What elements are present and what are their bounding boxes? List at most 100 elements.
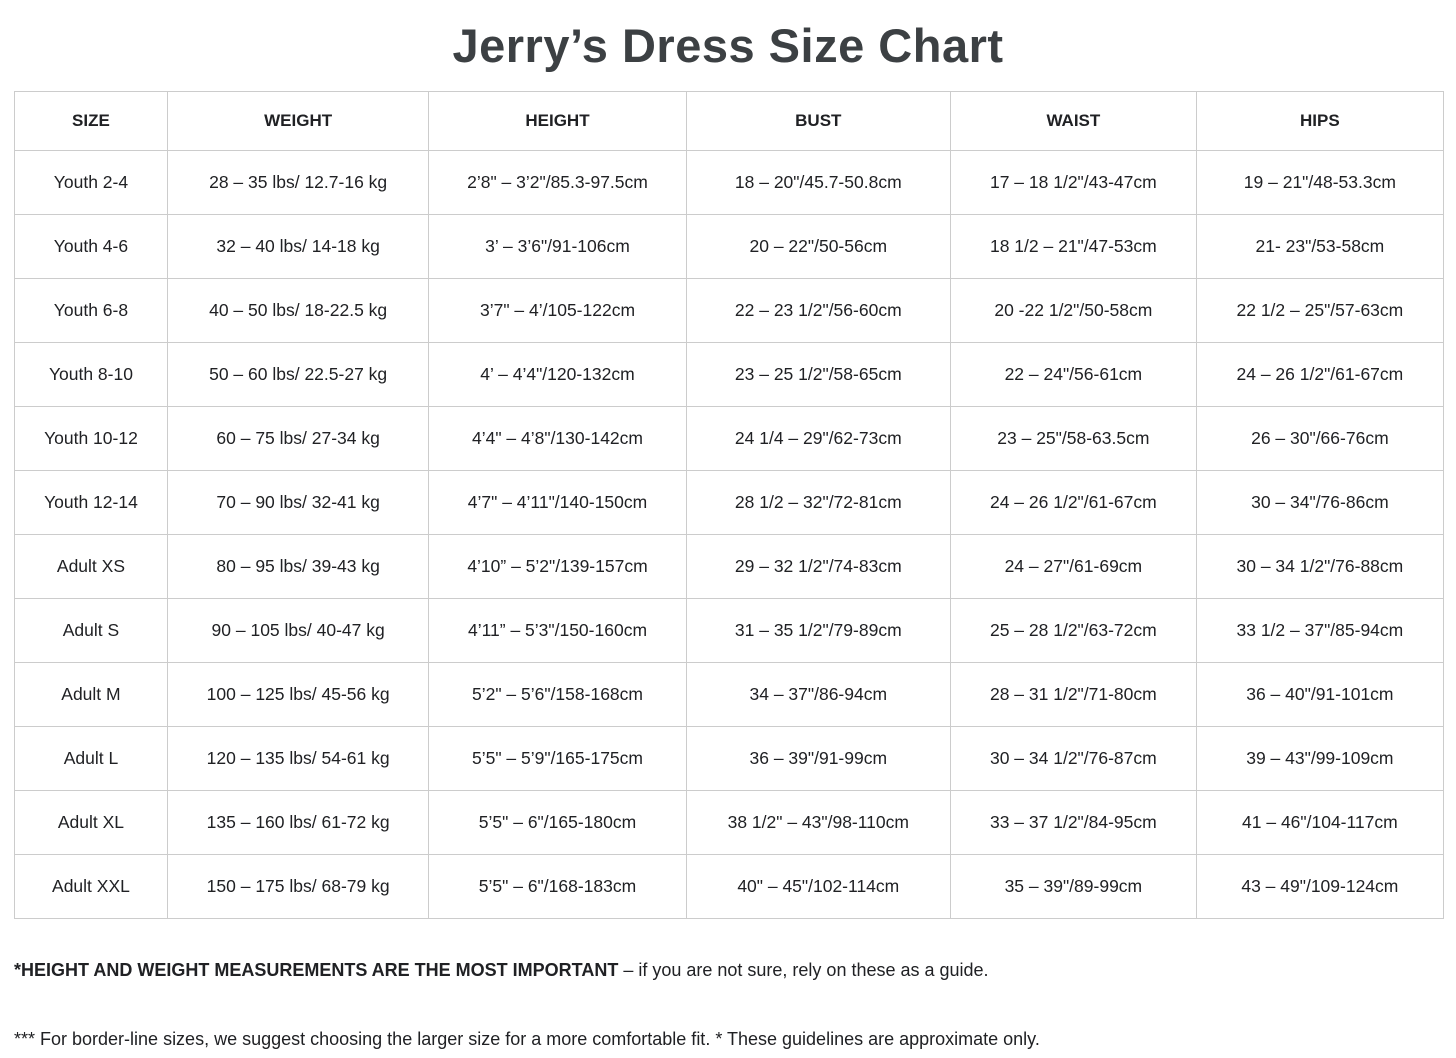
measurement-cell: 29 – 32 1/2"/74-83cm	[685, 534, 951, 599]
table-row: Adult XS 80 – 95 lbs/ 39-43 kg 4’10” – 5’2…	[14, 534, 1445, 599]
table-row: Youth 8-10 50 – 60 lbs/ 22.5-27 kg 4’ – 4’…	[14, 342, 1445, 407]
measurement-cell: 23 – 25"/58-63.5cm	[949, 406, 1197, 471]
table-row: Adult XL 135 – 160 lbs/ 61-72 kg 5’5" – 6"…	[14, 790, 1445, 855]
measurement-cell: 23 – 25 1/2"/58-65cm	[685, 342, 951, 407]
column-header: WEIGHT	[166, 91, 430, 151]
note-height-weight-rest: – if you are not sure, rely on these as …	[618, 960, 989, 980]
measurement-cell: 60 – 75 lbs/ 27-34 kg	[166, 406, 430, 471]
column-header: SIZE	[14, 91, 168, 151]
measurement-cell: 19 – 21"/48-53.3cm	[1195, 150, 1445, 215]
measurement-cell: 36 – 40"/91-101cm	[1195, 662, 1445, 727]
measurement-cell: 31 – 35 1/2"/79-89cm	[685, 598, 951, 663]
measurement-cell: 21- 23"/53-58cm	[1195, 214, 1445, 279]
measurement-cell: 18 1/2 – 21"/47-53cm	[949, 214, 1197, 279]
measurement-cell: 135 – 160 lbs/ 61-72 kg	[166, 790, 430, 855]
measurement-cell: 4’10” – 5’2"/139-157cm	[428, 534, 687, 599]
table-row: Adult M 100 – 125 lbs/ 45-56 kg 5’2" – 5’6…	[14, 662, 1445, 727]
measurement-cell: 150 – 175 lbs/ 68-79 kg	[166, 854, 430, 919]
size-cell: Adult L	[14, 726, 168, 791]
table-row: Adult L 120 – 135 lbs/ 54-61 kg 5’5" – 5’9…	[14, 726, 1445, 791]
measurement-cell: 32 – 40 lbs/ 14-18 kg	[166, 214, 430, 279]
column-header: WAIST	[949, 91, 1197, 151]
size-cell: Youth 6-8	[14, 278, 168, 343]
measurement-cell: 3’7" – 4’/105-122cm	[428, 278, 687, 343]
measurement-cell: 39 – 43"/99-109cm	[1195, 726, 1445, 791]
measurement-cell: 2’8" – 3’2"/85.3-97.5cm	[428, 150, 687, 215]
size-cell: Adult XS	[14, 534, 168, 599]
table-row: Youth 6-8 40 – 50 lbs/ 18-22.5 kg 3’7" – 4…	[14, 278, 1445, 343]
table-row: Adult S 90 – 105 lbs/ 40-47 kg 4’11” – 5’3…	[14, 598, 1445, 663]
table-body: Youth 2-4 28 – 35 lbs/ 12.7-16 kg 2’8" – 3…	[14, 150, 1445, 919]
measurement-cell: 24 – 27"/61-69cm	[949, 534, 1197, 599]
measurement-cell: 20 – 22"/50-56cm	[685, 214, 951, 279]
note-height-weight-emphasis: *HEIGHT AND WEIGHT MEASUREMENTS ARE THE …	[14, 960, 619, 980]
table-row: Youth 2-4 28 – 35 lbs/ 12.7-16 kg 2’8" – 3…	[14, 150, 1445, 215]
size-cell: Youth 10-12	[14, 406, 168, 471]
size-cell: Youth 4-6	[14, 214, 168, 279]
size-cell: Youth 8-10	[14, 342, 168, 407]
measurement-cell: 34 – 37"/86-94cm	[685, 662, 951, 727]
header-row: SIZE WEIGHT HEIGHT BUST WAIST HIPS	[14, 91, 1445, 151]
measurement-cell: 90 – 105 lbs/ 40-47 kg	[166, 598, 430, 663]
measurement-cell: 28 1/2 – 32"/72-81cm	[685, 470, 951, 535]
measurement-cell: 30 – 34 1/2"/76-88cm	[1195, 534, 1445, 599]
measurement-cell: 80 – 95 lbs/ 39-43 kg	[166, 534, 430, 599]
table-row: Adult XXL 150 – 175 lbs/ 68-79 kg 5’5" – 6…	[14, 854, 1445, 919]
measurement-cell: 17 – 18 1/2"/43-47cm	[949, 150, 1197, 215]
table-row: Youth 4-6 32 – 40 lbs/ 14-18 kg 3’ – 3’6"/…	[14, 214, 1445, 279]
measurement-cell: 5’2" – 5’6"/158-168cm	[428, 662, 687, 727]
note-borderline: *** For border-line sizes, we suggest ch…	[14, 1029, 1040, 1050]
measurement-cell: 24 – 26 1/2"/61-67cm	[949, 470, 1197, 535]
measurement-cell: 36 – 39"/91-99cm	[685, 726, 951, 791]
measurement-cell: 22 – 23 1/2"/56-60cm	[685, 278, 951, 343]
measurement-cell: 40 – 50 lbs/ 18-22.5 kg	[166, 278, 430, 343]
measurement-cell: 5’5" – 5’9"/165-175cm	[428, 726, 687, 791]
measurement-cell: 30 – 34"/76-86cm	[1195, 470, 1445, 535]
measurement-cell: 25 – 28 1/2"/63-72cm	[949, 598, 1197, 663]
measurement-cell: 38 1/2" – 43"/98-110cm	[685, 790, 951, 855]
measurement-cell: 3’ – 3’6"/91-106cm	[428, 214, 687, 279]
measurement-cell: 41 – 46"/104-117cm	[1195, 790, 1445, 855]
size-chart-table: SIZE WEIGHT HEIGHT BUST WAIST HIPS Youth 2-4 2…	[14, 91, 1445, 919]
measurement-cell: 28 – 31 1/2"/71-80cm	[949, 662, 1197, 727]
page-title: Jerry’s Dress Size Chart	[452, 19, 1004, 72]
measurement-cell: 22 1/2 – 25"/57-63cm	[1195, 278, 1445, 343]
size-cell: Adult S	[14, 598, 168, 663]
measurement-cell: 33 – 37 1/2"/84-95cm	[949, 790, 1197, 855]
size-cell: Adult M	[14, 662, 168, 727]
note-height-weight: *HEIGHT AND WEIGHT MEASUREMENTS ARE THE …	[14, 959, 1442, 982]
measurement-cell: 4’4" – 4’8"/130-142cm	[428, 406, 687, 471]
measurement-cell: 18 – 20"/45.7-50.8cm	[685, 150, 951, 215]
size-cell: Youth 12-14	[14, 470, 168, 535]
footnotes: *HEIGHT AND WEIGHT MEASUREMENTS ARE THE …	[14, 959, 1442, 1052]
column-header: HIPS	[1195, 91, 1445, 151]
measurement-cell: 4’7" – 4’11"/140-150cm	[428, 470, 687, 535]
measurement-cell: 26 – 30"/66-76cm	[1195, 406, 1445, 471]
measurement-cell: 5’5" – 6"/165-180cm	[428, 790, 687, 855]
column-header: BUST	[685, 91, 951, 151]
measurement-cell: 70 – 90 lbs/ 32-41 kg	[166, 470, 430, 535]
measurement-cell: 24 1/4 – 29"/62-73cm	[685, 406, 951, 471]
measurement-cell: 50 – 60 lbs/ 22.5-27 kg	[166, 342, 430, 407]
measurement-cell: 4’11” – 5’3"/150-160cm	[428, 598, 687, 663]
measurement-cell: 24 – 26 1/2"/61-67cm	[1195, 342, 1445, 407]
measurement-cell: 5’5" – 6"/168-183cm	[428, 854, 687, 919]
measurement-cell: 4’ – 4’4"/120-132cm	[428, 342, 687, 407]
measurement-cell: 28 – 35 lbs/ 12.7-16 kg	[166, 150, 430, 215]
size-cell: Youth 2-4	[14, 150, 168, 215]
measurement-cell: 40" – 45"/102-114cm	[685, 854, 951, 919]
measurement-cell: 100 – 125 lbs/ 45-56 kg	[166, 662, 430, 727]
size-cell: Adult XL	[14, 790, 168, 855]
column-header: HEIGHT	[428, 91, 687, 151]
measurement-cell: 43 – 49"/109-124cm	[1195, 854, 1445, 919]
size-cell: Adult XXL	[14, 854, 168, 919]
measurement-cell: 33 1/2 – 37"/85-94cm	[1195, 598, 1445, 663]
measurement-cell: 20 -22 1/2"/50-58cm	[949, 278, 1197, 343]
table-row: Youth 12-14 70 – 90 lbs/ 32-41 kg 4’7" – 4…	[14, 470, 1445, 535]
measurement-cell: 120 – 135 lbs/ 54-61 kg	[166, 726, 430, 791]
measurement-cell: 22 – 24"/56-61cm	[949, 342, 1197, 407]
table-row: Youth 10-12 60 – 75 lbs/ 27-34 kg 4’4" – 4…	[14, 406, 1445, 471]
measurement-cell: 35 – 39"/89-99cm	[949, 854, 1197, 919]
measurement-cell: 30 – 34 1/2"/76-87cm	[949, 726, 1197, 791]
